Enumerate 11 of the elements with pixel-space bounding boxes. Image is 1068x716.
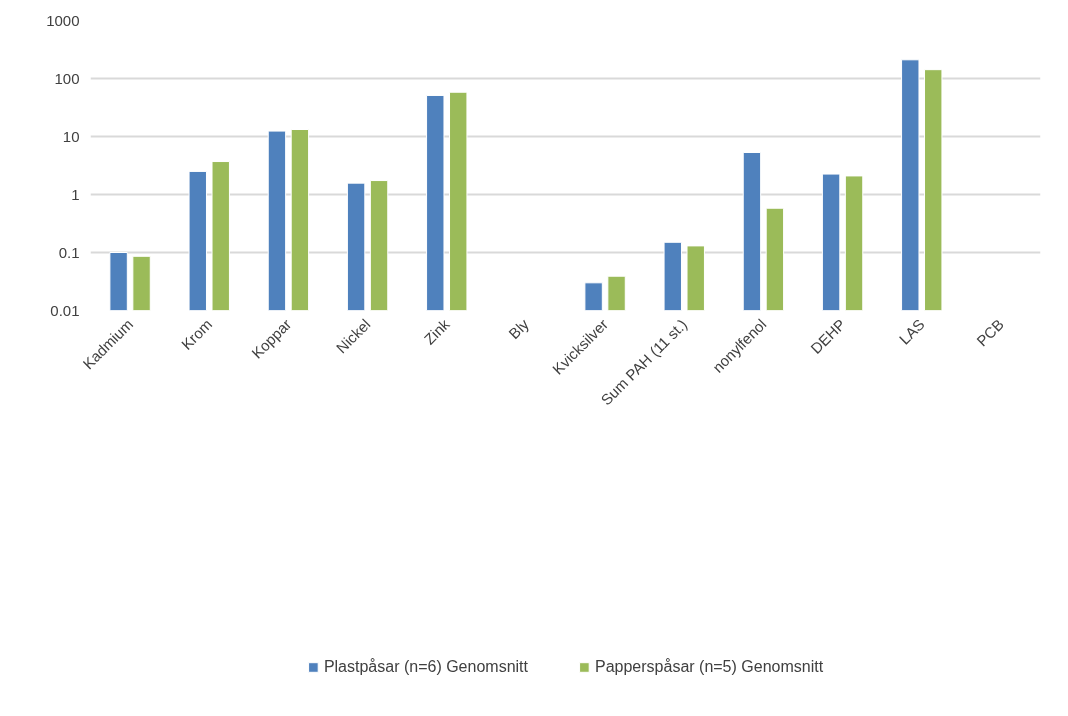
y-tick-label: 100: [54, 69, 80, 87]
y-tick-label: 0.01: [50, 301, 80, 319]
y-tick-label: 0.1: [58, 243, 80, 261]
x-tick-label: Zink: [420, 315, 454, 348]
legend-label: Plastpåsar (n=6) Genomsnitt: [323, 658, 528, 676]
x-tick-label: LAS: [895, 315, 928, 348]
legend-label: Papperspåsar (n=5) Genomsnitt: [594, 658, 824, 676]
x-tick-label: Bly: [505, 315, 533, 343]
y-tick-label: 1: [71, 185, 80, 203]
y-tick-label: 1000: [46, 11, 80, 29]
y-tick-label: 10: [62, 127, 80, 145]
